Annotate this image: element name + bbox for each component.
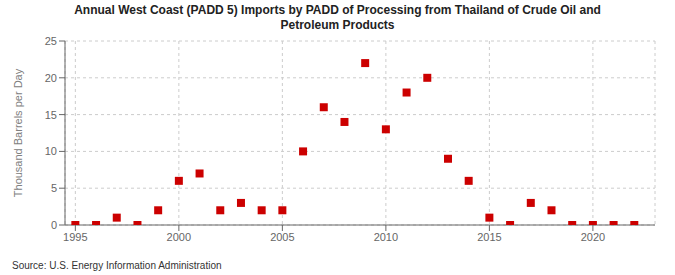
svg-text:5: 5 <box>51 182 57 194</box>
svg-text:2000: 2000 <box>167 231 191 243</box>
svg-text:25: 25 <box>45 35 57 47</box>
svg-text:10: 10 <box>45 145 57 157</box>
svg-text:2020: 2020 <box>581 231 605 243</box>
svg-text:Thousand Barrels per Day: Thousand Barrels per Day <box>12 68 24 197</box>
html-text:Source: U.S. Energy Informatio: Source: U.S. Energy Information Administ… <box>12 260 222 271</box>
svg-text:2010: 2010 <box>374 231 398 243</box>
svg-text:0: 0 <box>51 219 57 231</box>
html-text:Annual West Coast (PADD 5) Imp: Annual West Coast (PADD 5) Imports by PA… <box>74 3 601 17</box>
svg-text:15: 15 <box>45 109 57 121</box>
svg-text:2015: 2015 <box>477 231 501 243</box>
svg-text:20: 20 <box>45 72 57 84</box>
html-text:Petroleum Products: Petroleum Products <box>280 18 395 32</box>
svg-text:1995: 1995 <box>63 231 87 243</box>
svg-text:2005: 2005 <box>270 231 294 243</box>
